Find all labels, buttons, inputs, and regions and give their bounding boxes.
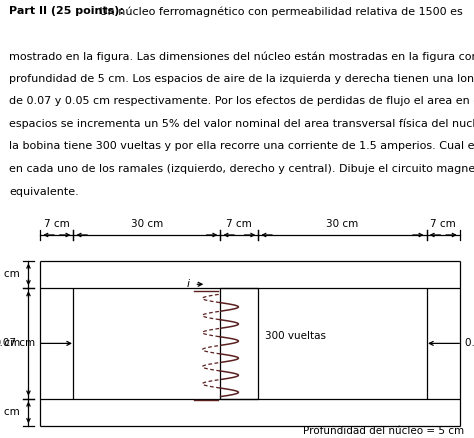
Text: 7 cm: 7 cm (0, 269, 20, 279)
Text: en cada uno de los ramales (izquierdo, derecho y central). Dibuje el circuito ma: en cada uno de los ramales (izquierdo, d… (9, 164, 474, 174)
Text: mostrado en la figura. Las dimensiones del núcleo están mostradas en la figura c: mostrado en la figura. Las dimensiones d… (9, 51, 474, 62)
Text: Part II (25 points):: Part II (25 points): (9, 6, 124, 16)
Text: equivalente.: equivalente. (9, 187, 79, 197)
Text: profundidad de 5 cm. Los espacios de aire de la izquierda y derecha tienen una l: profundidad de 5 cm. Los espacios de air… (9, 74, 474, 84)
Text: 0.07 cm: 0.07 cm (0, 339, 36, 348)
Text: la bobina tiene 300 vueltas y por ella recorre una corriente de 1.5 amperios. Cu: la bobina tiene 300 vueltas y por ella r… (9, 141, 474, 152)
Text: Profundidad del núcleo = 5 cm: Profundidad del núcleo = 5 cm (303, 426, 465, 436)
Text: espacios se incrementa un 5% del valor nominal del area transversal física del n: espacios se incrementa un 5% del valor n… (9, 119, 474, 129)
Text: 7 cm: 7 cm (227, 219, 252, 229)
Text: de 0.07 y 0.05 cm respectivamente. Por los efectos de perdidas de flujo el area : de 0.07 y 0.05 cm respectivamente. Por l… (9, 96, 474, 106)
Text: 300 vueltas: 300 vueltas (265, 331, 327, 340)
Text: 30 cm: 30 cm (0, 339, 20, 348)
Text: 30 cm: 30 cm (131, 219, 163, 229)
Text: Un núcleo ferromagnético con permeabilidad relativa de 1500 es: Un núcleo ferromagnético con permeabilid… (96, 6, 463, 17)
Text: 30 cm: 30 cm (326, 219, 359, 229)
Text: 7 cm: 7 cm (44, 219, 70, 229)
Text: 7 cm: 7 cm (430, 219, 456, 229)
Text: 7 cm: 7 cm (0, 407, 20, 417)
Text: 0.05 cm: 0.05 cm (465, 339, 474, 348)
Text: i: i (186, 279, 190, 289)
